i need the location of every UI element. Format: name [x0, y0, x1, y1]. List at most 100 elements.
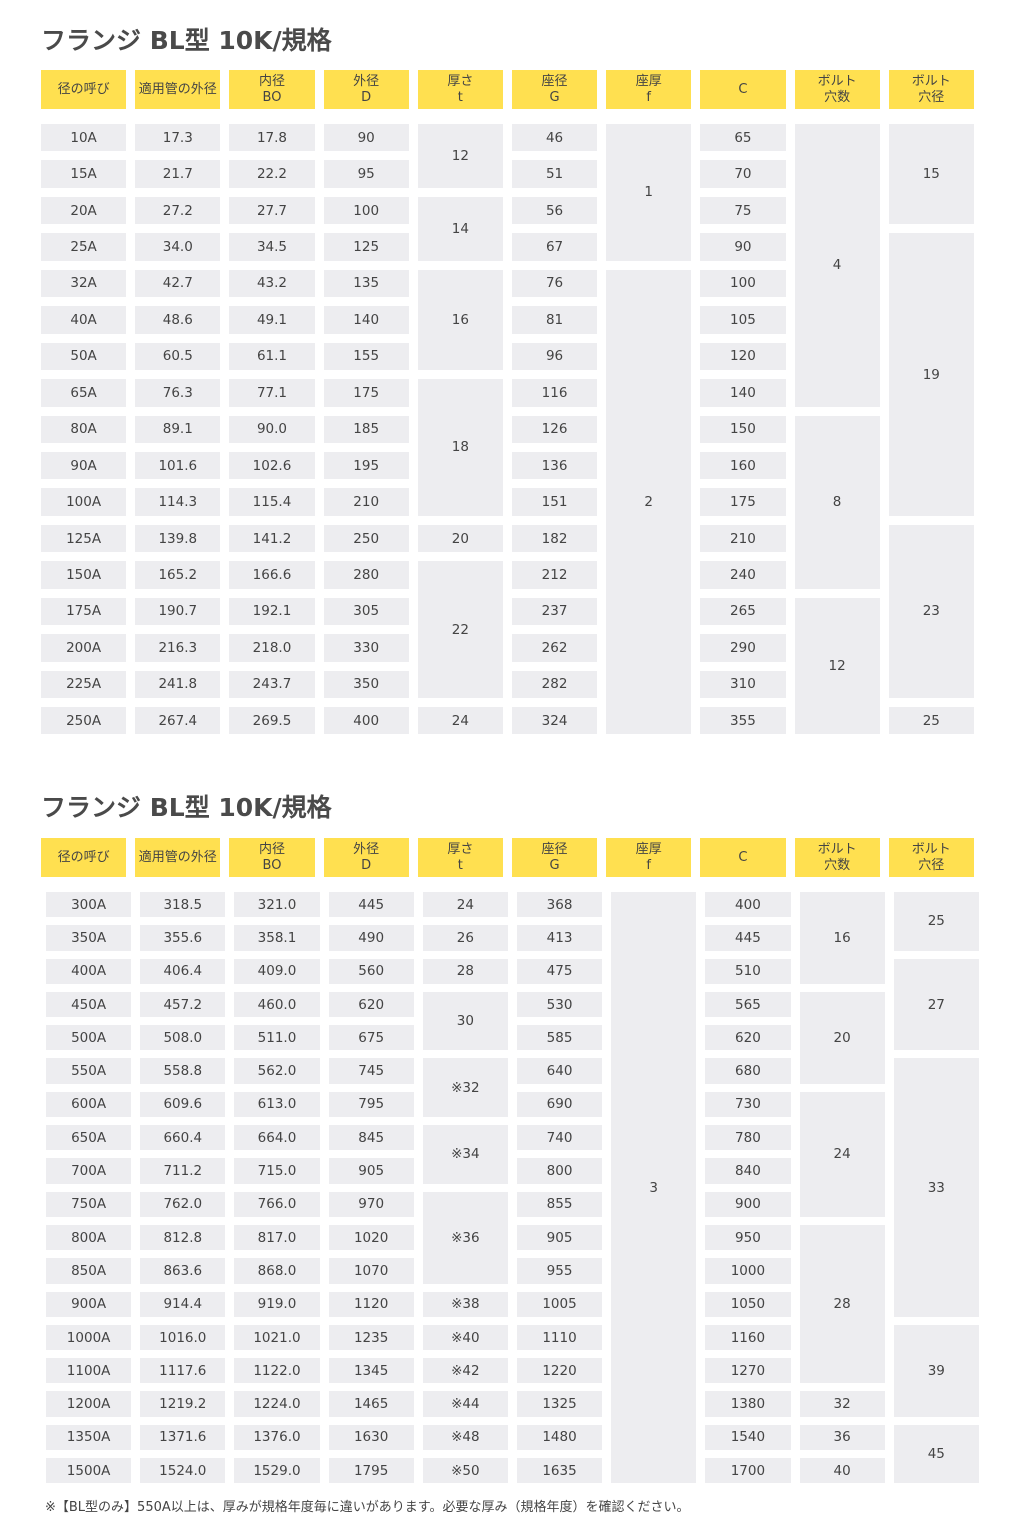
table-cell: 96	[511, 342, 598, 371]
column-header-label: 座径	[541, 841, 568, 857]
column-header-label: C	[738, 849, 748, 865]
table-cell: 1345	[328, 1358, 414, 1384]
table-cell: 150	[700, 415, 786, 443]
column-header: 座径 G	[511, 838, 598, 877]
table-cell: 508.0	[140, 1025, 226, 1051]
table-cell: 12	[794, 597, 880, 735]
table-cell: 241.8	[135, 670, 221, 698]
table-cell: 155	[323, 342, 409, 371]
table1-title: フランジ BL型 10K/規格	[41, 26, 332, 55]
table-cell: 368	[516, 892, 603, 918]
table-cell: 1380	[705, 1391, 791, 1417]
column-header-label: 内径	[258, 73, 285, 89]
column-header-label: ボルト	[911, 841, 951, 857]
column-header: ボルト 穴径	[888, 70, 974, 109]
column-header: 適用管の外径	[135, 838, 221, 877]
table-cell: 23	[888, 524, 974, 698]
table-cell: 950	[705, 1224, 791, 1251]
table-cell: 1795	[328, 1458, 414, 1484]
table-cell: 16	[799, 892, 885, 984]
column-header: ボルト 穴数	[794, 70, 880, 109]
table-cell: 43.2	[229, 269, 315, 298]
table-cell: 200A	[41, 634, 127, 662]
table-cell: 355.6	[140, 925, 226, 951]
column-header-label: t	[457, 857, 463, 873]
table-cell: 218.0	[229, 634, 315, 662]
table-cell: 24	[799, 1091, 885, 1217]
table-cell: 27.7	[229, 196, 315, 225]
column-header-label: 外径	[353, 73, 380, 89]
table-cell: 250A	[41, 707, 127, 735]
table-cell: 845	[328, 1125, 414, 1151]
table-cell: 151	[511, 488, 598, 516]
table-cell: 8	[794, 415, 880, 589]
table-cell: 585	[516, 1025, 603, 1051]
table2-header: 径の呼び 適用管の外径 内径 BO 外径 D 厚さ t 座径 G 座厚 f C ボルト 穴数 ボルト 穴径	[41, 838, 974, 877]
table-cell: 136	[511, 451, 598, 480]
table-cell: 182	[511, 524, 598, 553]
column-header: 座厚 f	[606, 838, 692, 877]
table-cell: 1160	[705, 1324, 791, 1351]
table-cell: 20A	[41, 196, 127, 225]
table-cell: 40	[799, 1458, 885, 1484]
table1-header: 径の呼び 適用管の外径 内径 BO 外径 D 厚さ t 座径 G 座厚 f C ボルト 穴数 ボルト 穴径	[41, 70, 974, 109]
table-cell: 101.6	[135, 451, 221, 480]
column-header: 座径 G	[511, 70, 598, 109]
table-cell: 812.8	[140, 1224, 226, 1251]
table-cell: 900A	[46, 1291, 132, 1317]
table-cell: 139.8	[135, 524, 221, 553]
table-cell: 558.8	[140, 1058, 226, 1084]
table-cell: 609.6	[140, 1091, 226, 1118]
table-cell: 600A	[46, 1091, 132, 1118]
table-cell: 125A	[41, 524, 127, 553]
column-header: 外径 D	[323, 838, 409, 877]
table-cell: 22	[417, 561, 503, 698]
table-cell: 27.2	[135, 196, 221, 225]
table-cell: 510	[705, 958, 791, 984]
table-cell: 19	[888, 233, 974, 516]
table-cell: 26	[422, 925, 508, 951]
table-cell: 868.0	[234, 1258, 320, 1284]
column-header: 内径 BO	[229, 70, 315, 109]
table-cell: 955	[516, 1258, 603, 1284]
table-cell: 310	[700, 670, 786, 698]
table-cell: 1500A	[46, 1458, 132, 1484]
table-cell: 175	[323, 379, 409, 407]
column-header-label: 径の呼び	[57, 849, 110, 865]
table-cell: 3	[611, 892, 697, 1484]
table-cell: 1325	[516, 1391, 603, 1417]
table-cell: 27	[893, 958, 979, 1051]
table-cell: 39	[893, 1324, 979, 1417]
column-header-label: 適用管の外径	[138, 849, 217, 865]
table-cell: 355	[700, 707, 786, 735]
table-cell: 77.1	[229, 379, 315, 407]
table-cell: 100	[700, 269, 786, 298]
column-header: ボルト 穴径	[888, 838, 974, 877]
table-cell: 28	[799, 1224, 885, 1384]
table-cell: 350	[323, 670, 409, 698]
table-cell: 190.7	[135, 597, 221, 626]
table-cell: 262	[511, 634, 598, 662]
table-cell: 855	[516, 1191, 603, 1217]
column-header-label: 厚さ	[447, 841, 474, 857]
table-cell: 116	[511, 379, 598, 407]
table-cell: 10A	[41, 124, 127, 152]
table-cell: ※32	[422, 1058, 508, 1118]
table-cell: 25A	[41, 233, 127, 261]
table-cell: 100A	[41, 488, 127, 516]
column-header-label: 座厚	[635, 841, 662, 857]
column-header-label: t	[457, 89, 463, 105]
column-header-label: D	[361, 89, 372, 105]
table-cell: 36	[799, 1424, 885, 1451]
table-cell: 1630	[328, 1424, 414, 1451]
table-cell: 51	[511, 160, 598, 188]
table-cell: 24	[422, 892, 508, 918]
table-cell: 290	[700, 634, 786, 662]
column-header-label: 穴数	[824, 857, 851, 873]
table-cell: 475	[516, 958, 603, 984]
table-cell: 675	[328, 1025, 414, 1051]
table-cell: 457.2	[140, 991, 226, 1018]
table-cell: 40A	[41, 306, 127, 334]
table-cell: 34.0	[135, 233, 221, 261]
table-cell: 1122.0	[234, 1358, 320, 1384]
